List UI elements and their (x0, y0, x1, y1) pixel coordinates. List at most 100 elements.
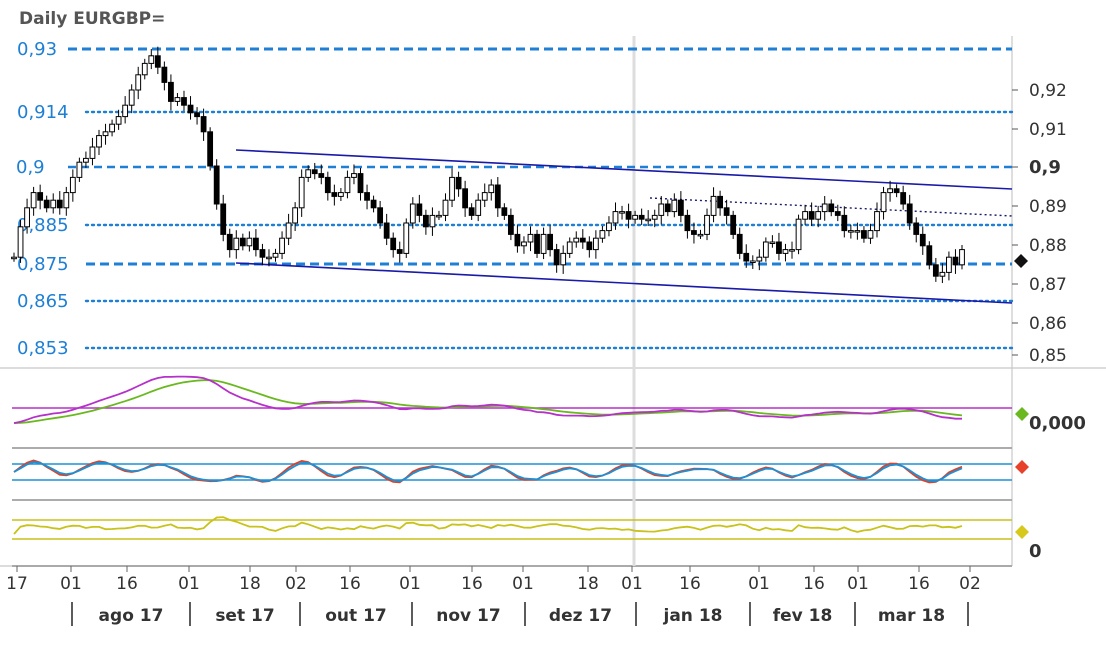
candle-body (246, 237, 253, 247)
candle-body (24, 207, 30, 228)
level-label: 0,865 (17, 291, 69, 312)
candle-body (553, 249, 560, 266)
time-tick-label: 18 (577, 574, 599, 594)
time-tick-label: 01 (748, 574, 770, 594)
channel-lower-line (235, 262, 1013, 304)
candle-body (612, 211, 619, 224)
candle-body (272, 252, 279, 258)
candle-body (566, 241, 573, 254)
candle-body (220, 203, 227, 235)
candle-body (736, 233, 743, 254)
candle-body (874, 211, 880, 232)
candle-body (266, 256, 272, 260)
candle-body (174, 97, 181, 102)
candle-body (749, 260, 756, 263)
candle-body (11, 256, 17, 260)
candle-body (547, 233, 554, 251)
candle-body (226, 233, 233, 251)
candle-body (337, 192, 344, 197)
time-tick-label: 17 (6, 574, 28, 594)
candle-body (762, 241, 769, 258)
candle-body (168, 81, 174, 102)
candle-body (259, 249, 266, 258)
candle-body (311, 169, 318, 175)
price-tick-label: 0,92 (1029, 81, 1067, 101)
candle-body (691, 230, 697, 235)
candle-body (684, 214, 691, 232)
month-label: ago 17 (99, 606, 164, 626)
candle-body (181, 97, 187, 106)
candle-body (154, 55, 161, 68)
candle-body (161, 66, 168, 83)
candle-body (292, 207, 299, 224)
level-label: 0,914 (17, 102, 69, 123)
indicator-1 (12, 375, 1012, 424)
candle-body (821, 203, 828, 213)
candle-body (867, 230, 874, 239)
month-label: jan 18 (663, 606, 723, 626)
candle-body (481, 192, 488, 201)
candle-body (521, 241, 527, 247)
time-tick-label: 16 (679, 574, 701, 594)
candle-body (43, 199, 50, 209)
candle-body (102, 131, 109, 137)
indicator-3 (12, 516, 1012, 540)
candle-body (671, 199, 678, 213)
candle-body (30, 192, 37, 209)
candle-body (253, 237, 259, 251)
candle-body (730, 214, 737, 235)
candle-body (632, 214, 639, 220)
candle-body (331, 192, 338, 197)
candle-body (946, 256, 952, 273)
candle-body (625, 211, 632, 220)
candle-body (390, 237, 397, 251)
ind2-marker-icon (1015, 460, 1029, 474)
time-tick-label: 16 (461, 574, 483, 594)
candle-body (619, 211, 625, 214)
candle-body (743, 252, 750, 262)
time-tick-label: 01 (512, 574, 534, 594)
candle-body (128, 89, 135, 106)
month-label: set 17 (215, 606, 274, 626)
ind1-marker-icon (1015, 407, 1029, 421)
candle-body (717, 195, 723, 209)
candle-body (416, 203, 423, 216)
candle-body (579, 237, 586, 243)
candle-body (141, 62, 148, 76)
month-label: nov 17 (436, 606, 500, 626)
candle-body (442, 199, 449, 216)
panel-separators (12, 447, 1012, 567)
candle-body (69, 176, 76, 194)
candle-body (37, 192, 44, 201)
price-tick-label: 0,87 (1029, 275, 1067, 295)
candle-body (409, 203, 416, 224)
candle-body (534, 233, 540, 254)
candle-body (403, 222, 410, 254)
candle-body (344, 176, 351, 194)
ind1-value: 0,000 (1029, 413, 1086, 434)
candle-body (789, 249, 795, 252)
candle-body (83, 157, 89, 163)
candle-body (194, 112, 200, 118)
candle-body (802, 211, 808, 220)
candle-body (815, 211, 822, 220)
candle-body (135, 74, 142, 91)
candle-body (926, 245, 933, 266)
candle-body (664, 203, 671, 213)
candle-body (697, 233, 704, 237)
indicator-2 (12, 459, 1012, 484)
ind3-value: 0 (1029, 541, 1042, 562)
candle-body (769, 241, 776, 244)
candle-body (279, 237, 285, 254)
candle-body (122, 104, 129, 118)
candle-body (861, 230, 867, 239)
candle-body (76, 161, 83, 178)
candle-body (455, 176, 462, 190)
candle-body (507, 214, 514, 235)
time-tick-label: 16 (803, 574, 825, 594)
time-axis: 17 01 16 01 18 02 16 01 16 01 18 01 16 01 16 01 16 02 ago … (6, 566, 981, 626)
time-tick-label: 02 (959, 574, 981, 594)
candle-body (56, 199, 63, 209)
